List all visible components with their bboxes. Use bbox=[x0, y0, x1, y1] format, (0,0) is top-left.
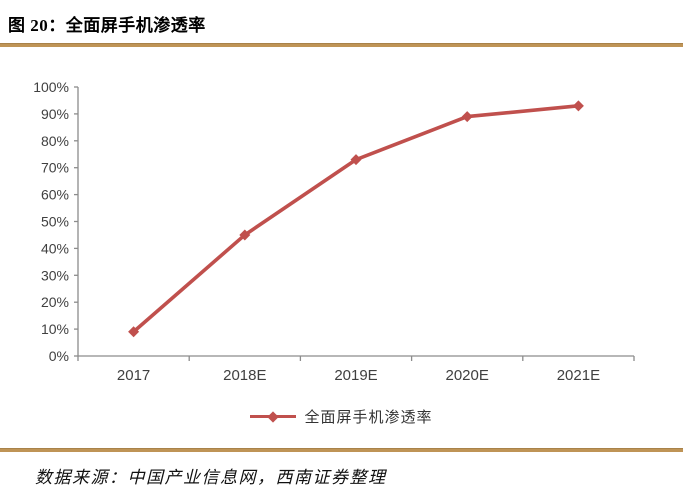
data-point-marker bbox=[128, 326, 140, 338]
y-tick-label: 0% bbox=[49, 348, 69, 364]
chart-area: 0% 10% 20% 30% 40% 50% 60% 70% 80% 90% 100% 2017 201… bbox=[0, 47, 683, 392]
figure-title-row: 图 20：全面屏手机渗透率 bbox=[0, 0, 683, 43]
legend-label: 全面屏手机渗透率 bbox=[304, 409, 433, 426]
legend-line-marker-icon bbox=[250, 410, 297, 423]
y-tick-label: 40% bbox=[41, 240, 69, 256]
data-source-note: 数据来源：中国产业信息网，西南证券整理 bbox=[35, 468, 387, 487]
y-tick-label: 80% bbox=[41, 133, 69, 149]
x-tick-label: 2021E bbox=[557, 367, 600, 384]
data-point-marker bbox=[461, 111, 473, 123]
footer-divider bbox=[0, 448, 683, 452]
x-tick-label: 2020E bbox=[446, 367, 489, 384]
y-tick-label: 90% bbox=[41, 106, 69, 122]
figure-title: 图 20：全面屏手机渗透率 bbox=[8, 16, 206, 35]
y-tick-label: 60% bbox=[41, 187, 69, 203]
y-tick-label: 50% bbox=[41, 214, 69, 230]
y-tick-label: 100% bbox=[33, 79, 69, 95]
y-tick-label: 20% bbox=[41, 294, 69, 310]
source-row: 数据来源：中国产业信息网，西南证券整理 bbox=[35, 463, 683, 488]
x-tick-label: 2019E bbox=[334, 367, 377, 384]
y-tick-label: 30% bbox=[41, 267, 69, 283]
data-point-marker bbox=[239, 229, 251, 241]
line-chart: 0% 10% 20% 30% 40% 50% 60% 70% 80% 90% 100% 2017 201… bbox=[33, 79, 635, 384]
y-tick-label: 10% bbox=[41, 321, 69, 337]
data-series-line bbox=[131, 104, 581, 334]
x-tick-label: 2018E bbox=[223, 367, 266, 384]
y-tick-label: 70% bbox=[41, 160, 69, 176]
x-tick-label: 2017 bbox=[117, 367, 150, 384]
title-divider bbox=[0, 43, 683, 47]
data-point-marker bbox=[350, 154, 362, 166]
data-point-marker bbox=[572, 100, 584, 112]
legend-diamond-icon bbox=[267, 410, 280, 423]
chart-legend: 全面屏手机渗透率 bbox=[0, 406, 683, 427]
